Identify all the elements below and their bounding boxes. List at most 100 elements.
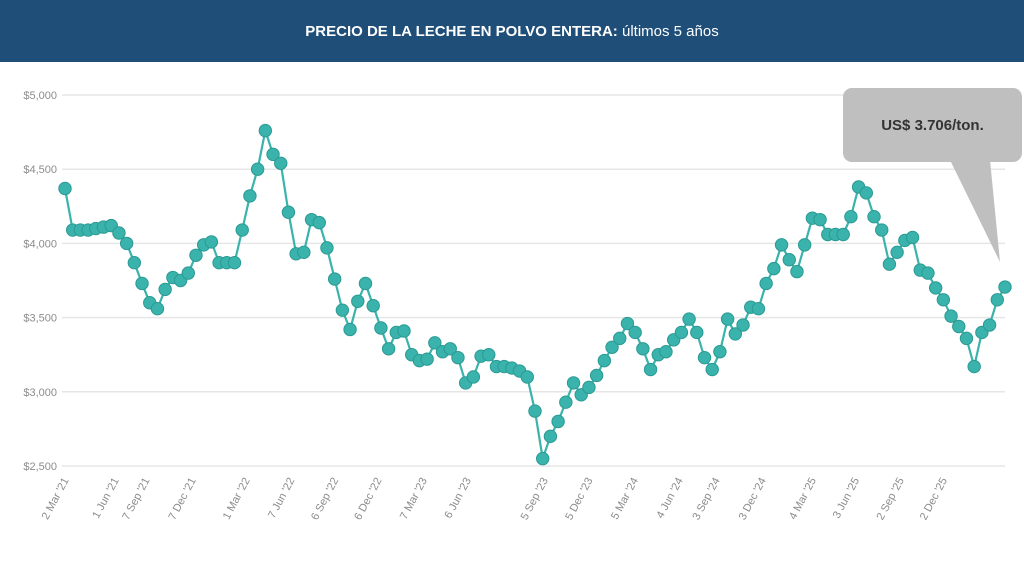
data-point [551, 414, 565, 429]
data-point [327, 272, 342, 286]
y-tick-label: $4,500 [23, 164, 57, 176]
data-point [813, 212, 827, 227]
data-point [767, 261, 781, 276]
x-tick-label: 5 Mar '24 [609, 476, 641, 522]
data-point [528, 404, 542, 418]
data-point [697, 350, 712, 365]
data-point [690, 325, 704, 340]
data-point [189, 248, 203, 262]
data-point [536, 451, 550, 466]
data-point [782, 253, 796, 267]
data-point [227, 255, 242, 270]
data-point [967, 359, 981, 374]
data-point [127, 255, 142, 270]
data-point [643, 362, 658, 377]
callout-text: US$ 3.706/ton. [881, 116, 984, 134]
data-point [790, 264, 804, 279]
x-tick-label: 4 Mar '25 [787, 476, 819, 522]
data-point [882, 257, 897, 271]
data-point [281, 205, 296, 219]
data-point [982, 318, 997, 332]
data-point [312, 215, 326, 230]
data-point [250, 162, 265, 176]
data-point [628, 325, 642, 340]
data-point [952, 319, 966, 334]
x-tick-label: 7 Jun '22 [266, 476, 297, 521]
data-point [859, 186, 874, 200]
x-tick-label: 5 Sep '23 [519, 476, 551, 522]
data-point [266, 147, 280, 162]
data-point [243, 189, 257, 203]
data-point [520, 370, 534, 384]
x-tick-label: 2 Dec '25 [918, 476, 950, 522]
data-point [320, 241, 334, 255]
data-point [944, 309, 958, 323]
data-point [566, 376, 581, 390]
data-point [875, 223, 889, 237]
data-point [135, 276, 149, 291]
data-point [466, 370, 481, 384]
data-point [844, 209, 858, 224]
y-tick-label: $3,500 [23, 313, 57, 325]
data-point [774, 238, 789, 252]
data-point [428, 336, 442, 350]
data-point [420, 352, 434, 366]
data-point [890, 245, 904, 260]
data-point [659, 345, 673, 359]
data-point [119, 236, 134, 251]
data-point [150, 301, 165, 316]
data-point [58, 181, 72, 196]
data-point [343, 322, 357, 337]
data-point [351, 294, 365, 308]
data-point [736, 318, 750, 332]
data-point [705, 362, 719, 377]
data-point [443, 342, 457, 356]
data-point [836, 227, 850, 242]
data-point [674, 325, 689, 340]
data-point [620, 316, 635, 331]
data-point [905, 230, 920, 245]
x-tick-label: 7 Dec '21 [167, 476, 199, 522]
data-point [235, 223, 249, 237]
x-tick-label: 5 Dec '23 [563, 476, 595, 522]
data-point [112, 226, 126, 240]
x-tick-label: 6 Jun '23 [442, 476, 473, 521]
data-point [258, 123, 273, 138]
data-point [797, 238, 812, 252]
x-tick-label: 3 Jun '25 [831, 476, 862, 521]
x-tick-label: 2 Sep '25 [875, 476, 907, 522]
data-point [297, 245, 311, 260]
x-tick-label: 6 Dec '22 [352, 476, 384, 522]
x-tick-label: 6 Sep '22 [309, 476, 341, 522]
data-point [998, 280, 1012, 294]
data-point [358, 276, 373, 291]
data-point [589, 368, 604, 383]
chart-title-bold: PRECIO DE LA LECHE EN POLVO ENTERA: [305, 22, 618, 40]
latest-price-callout: US$ 3.706/ton. [843, 88, 1022, 162]
data-point [181, 266, 195, 280]
x-tick-label: 2 Mar '21 [40, 476, 72, 522]
y-tick-label: $5,000 [23, 90, 57, 102]
data-point [381, 342, 396, 356]
data-point [274, 156, 288, 170]
data-point [204, 235, 219, 249]
data-point [451, 350, 465, 365]
callout-pointer [950, 160, 1000, 262]
x-tick-label: 3 Dec '24 [737, 476, 769, 522]
data-point [936, 293, 951, 307]
data-point [335, 303, 350, 317]
data-point [928, 281, 943, 295]
data-point [728, 327, 743, 341]
x-tick-label: 7 Sep '21 [120, 476, 152, 522]
y-tick-label: $3,000 [23, 387, 57, 399]
data-point [636, 342, 650, 356]
data-point [959, 331, 974, 346]
x-tick-label: 3 Sep '24 [690, 476, 722, 522]
data-point [597, 353, 612, 368]
data-point [720, 312, 735, 326]
chart-title-rest: últimos 5 años [617, 22, 719, 40]
data-point [682, 312, 696, 326]
data-point [366, 299, 380, 313]
data-point [582, 380, 596, 395]
